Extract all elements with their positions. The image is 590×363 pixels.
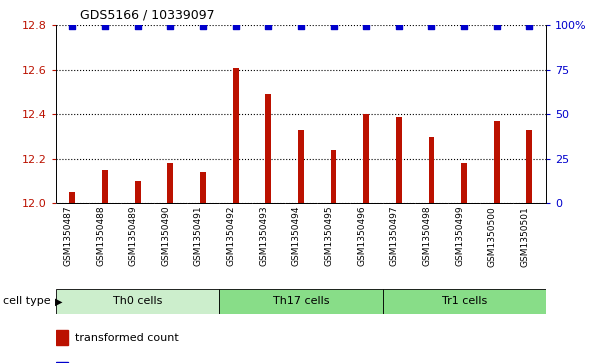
Point [492,23,502,29]
Bar [56,362,68,363]
Text: Tr1 cells: Tr1 cells [441,296,487,306]
Bar [428,136,434,203]
Point [394,23,404,29]
Text: GSM1350499: GSM1350499 [455,206,464,266]
Bar [56,330,68,346]
Point [231,23,240,29]
Bar [494,121,500,203]
Point [68,23,77,29]
Bar [168,163,173,203]
Text: GSM1350492: GSM1350492 [227,206,235,266]
Bar [363,114,369,203]
Bar [396,117,402,203]
Bar [135,181,140,203]
Text: Th0 cells: Th0 cells [113,296,162,306]
Text: GSM1350500: GSM1350500 [488,206,497,266]
Bar [70,192,76,203]
Text: GSM1350501: GSM1350501 [520,206,529,266]
Text: GSM1350490: GSM1350490 [161,206,171,266]
Text: GSM1350496: GSM1350496 [357,206,366,266]
Text: GSM1350493: GSM1350493 [259,206,268,266]
Text: GSM1350497: GSM1350497 [390,206,399,266]
Bar [382,289,546,314]
Text: GSM1350488: GSM1350488 [96,206,105,266]
Bar [102,170,108,203]
Point [198,23,208,29]
Point [460,23,469,29]
Text: transformed count: transformed count [75,333,178,343]
Bar [56,289,219,314]
Point [362,23,371,29]
Text: GSM1350487: GSM1350487 [63,206,73,266]
Text: ▶: ▶ [55,296,63,306]
Bar [200,172,206,203]
Bar [330,150,336,203]
Point [296,23,306,29]
Bar [526,130,532,203]
Text: GSM1350498: GSM1350498 [422,206,431,266]
Bar [232,68,238,203]
Text: GDS5166 / 10339097: GDS5166 / 10339097 [80,9,214,22]
Point [166,23,175,29]
Point [100,23,110,29]
Text: Th17 cells: Th17 cells [273,296,329,306]
Point [264,23,273,29]
Point [525,23,534,29]
Point [133,23,142,29]
Text: cell type: cell type [2,296,50,306]
Text: GSM1350494: GSM1350494 [292,206,301,266]
Point [329,23,338,29]
Bar [461,163,467,203]
Text: GSM1350495: GSM1350495 [324,206,333,266]
Text: GSM1350491: GSM1350491 [194,206,203,266]
Text: GSM1350489: GSM1350489 [129,206,137,266]
Bar [266,94,271,203]
Bar [219,289,382,314]
Point [427,23,436,29]
Bar [298,130,304,203]
